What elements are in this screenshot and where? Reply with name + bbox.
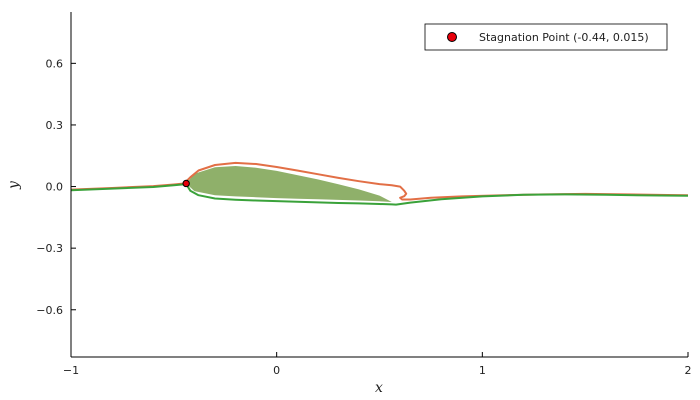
stagnation-point-marker	[182, 179, 190, 188]
x-tick-label: 2	[685, 364, 692, 377]
y-tick-label: −0.3	[36, 242, 63, 255]
legend-box	[424, 23, 668, 51]
airfoil-body	[186, 166, 392, 202]
y-tick-label: −0.6	[36, 304, 63, 317]
y-ticks: −0.6 −0.3 0.0 0.3 0.6	[36, 57, 76, 317]
y-tick-label: 0.0	[46, 181, 64, 194]
x-tick-label: 0	[273, 364, 280, 377]
x-tick-label: −1	[63, 364, 79, 377]
x-ticks: −1 0 1 2	[63, 352, 692, 377]
y-tick-label: 0.3	[46, 119, 64, 132]
plot-area	[70, 161, 689, 206]
legend: Stagnation Point (-0.44, 0.015)	[424, 23, 668, 51]
y-axis-label: y	[6, 180, 22, 190]
y-tick-label: 0.6	[46, 57, 64, 70]
legend-marker-stagnation-point	[447, 32, 457, 42]
lower-streamline	[70, 183, 689, 206]
axes: −1 0 1 2 −0.6 −0.3 0.0 0.3 0.6 x y	[6, 12, 692, 396]
x-tick-label: 1	[479, 364, 486, 377]
x-axis-label: x	[375, 380, 383, 396]
legend-label-stagnation-point: Stagnation Point (-0.44, 0.015)	[479, 31, 649, 44]
